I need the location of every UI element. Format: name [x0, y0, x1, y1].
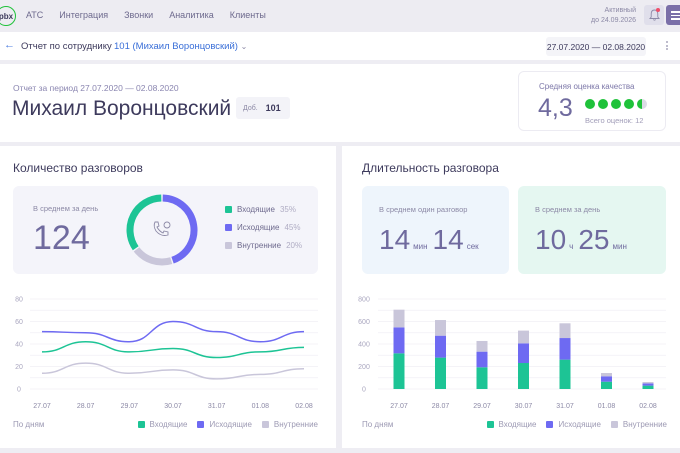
- more-options-icon[interactable]: [666, 41, 668, 52]
- svg-text:31.07: 31.07: [556, 403, 574, 410]
- legend-incoming: Входящие 35%: [225, 205, 302, 214]
- panel-title: Количество разговоров: [13, 161, 143, 175]
- svg-text:0: 0: [17, 387, 21, 394]
- svg-text:29.07: 29.07: [121, 403, 139, 410]
- logo[interactable]: pbx: [0, 6, 16, 26]
- legend-internal: Внутренние 20%: [225, 241, 302, 250]
- page-title: Отчет по сотруднику: [21, 41, 112, 52]
- svg-text:800: 800: [358, 297, 370, 304]
- top-navigation: pbx АТС Интеграция Звонки Аналитика Клие…: [0, 0, 680, 32]
- rating-dot-icon: [611, 99, 621, 109]
- arrow-left-icon[interactable]: ←: [4, 39, 15, 51]
- calls-summary: В среднем за день 124 Входящие 35% Исходя…: [13, 186, 318, 274]
- avg-call-duration-card: В среднем один разговор 14 мин 14 сек: [362, 186, 509, 274]
- chevron-down-icon: ⌄: [240, 42, 248, 51]
- legend-outgoing[interactable]: Исходящие: [197, 420, 252, 429]
- employee-selector[interactable]: 101 (Михаил Воронцовский) ⌄: [114, 41, 248, 52]
- report-period: Отчет за период 27.07.2020 — 02.08.2020: [13, 83, 179, 93]
- extension-badge: Доб. 101: [236, 97, 290, 119]
- avg-calls-value: 124: [33, 219, 90, 257]
- nav-item-integration[interactable]: Интеграция: [59, 10, 109, 20]
- svg-text:02.08: 02.08: [295, 403, 313, 410]
- svg-text:200: 200: [358, 364, 370, 371]
- employee-name: Михаил Воронцовский: [12, 97, 232, 120]
- svg-text:28.07: 28.07: [432, 403, 450, 410]
- rating-dot-half-icon: [637, 99, 647, 109]
- calls-donut-chart: [126, 194, 198, 266]
- legend-internal[interactable]: Внутренние: [610, 420, 667, 429]
- svg-text:20: 20: [15, 364, 23, 371]
- rating-value: 4,3: [538, 94, 573, 122]
- phone-icon: [153, 221, 171, 236]
- panel-title: Длительность разговора: [362, 161, 499, 175]
- rating-count: Всего оценок: 12: [585, 116, 644, 125]
- calls-count-panel: Количество разговоров В среднем за день …: [0, 146, 336, 448]
- account-status: Активный до 24.09.2026: [591, 7, 636, 24]
- chart-footer: По дням Входящие Исходящие Внутренние: [13, 420, 318, 429]
- svg-text:30.07: 30.07: [164, 403, 182, 410]
- svg-text:40: 40: [15, 342, 23, 349]
- report-toolbar: ← Отчет по сотруднику 101 (Михаил Воронц…: [0, 32, 680, 60]
- chart-legend: Входящие Исходящие Внутренние: [137, 420, 318, 429]
- legend-internal[interactable]: Внутренние: [261, 420, 318, 429]
- svg-text:29.07: 29.07: [473, 403, 491, 410]
- chart-footer: По дням Входящие Исходящие Внутренние: [362, 420, 667, 429]
- duration-bar-chart: 0 200 400 600 800 27.07 28.07 29.07 30.07 31.07 01…: [358, 297, 666, 410]
- svg-text:02.08: 02.08: [639, 403, 657, 410]
- legend-incoming[interactable]: Входящие: [137, 420, 187, 429]
- rating-dot-icon: [585, 99, 595, 109]
- svg-text:600: 600: [358, 319, 370, 326]
- rating-dots: [585, 99, 647, 109]
- call-duration-panel: Длительность разговора В среднем один ра…: [342, 146, 680, 448]
- svg-text:0: 0: [362, 387, 366, 394]
- svg-text:60: 60: [15, 319, 23, 326]
- nav-item-ats[interactable]: АТС: [26, 10, 44, 20]
- chart-legend: Входящие Исходящие Внутренние: [486, 420, 667, 429]
- calls-line-chart: 0 20 40 60 80 27.07 28.07 29.07 30.07 31.07 01.08 0…: [15, 297, 318, 410]
- avg-day-duration-card: В среднем за день 10 ч 25 мин: [518, 186, 666, 274]
- donut-legend: Входящие 35% Исходящие 45% Внутренние 20%: [225, 205, 302, 259]
- employee-header: Отчет за период 27.07.2020 — 02.08.2020 …: [0, 64, 680, 142]
- nav-item-analytics[interactable]: Аналитика: [169, 10, 214, 20]
- rating-dot-icon: [624, 99, 634, 109]
- notification-badge: [656, 8, 660, 12]
- legend-incoming[interactable]: Входящие: [486, 420, 536, 429]
- date-range-picker[interactable]: 27.07.2020 — 02.08.2020: [546, 37, 646, 56]
- svg-text:01.08: 01.08: [598, 403, 616, 410]
- svg-text:80: 80: [15, 297, 23, 304]
- nav-item-clients[interactable]: Клиенты: [229, 10, 266, 20]
- legend-outgoing: Исходящие 45%: [225, 223, 302, 232]
- quality-rating-card: Средняя оценка качества 4,3 Всего оценок…: [518, 71, 666, 131]
- hamburger-menu-button[interactable]: [666, 5, 680, 25]
- svg-text:01.08: 01.08: [252, 403, 270, 410]
- svg-text:31.07: 31.07: [208, 403, 226, 410]
- svg-text:30.07: 30.07: [515, 403, 533, 410]
- nav-item-calls[interactable]: Звонки: [124, 10, 154, 20]
- svg-text:27.07: 27.07: [33, 403, 51, 410]
- legend-outgoing[interactable]: Исходящие: [546, 420, 601, 429]
- nav-menu: АТС Интеграция Звонки Аналитика Клиенты: [26, 10, 282, 20]
- notifications-button[interactable]: [644, 5, 664, 25]
- svg-text:27.07: 27.07: [390, 403, 408, 410]
- svg-text:400: 400: [358, 342, 370, 349]
- svg-text:28.07: 28.07: [77, 403, 95, 410]
- rating-dot-icon: [598, 99, 608, 109]
